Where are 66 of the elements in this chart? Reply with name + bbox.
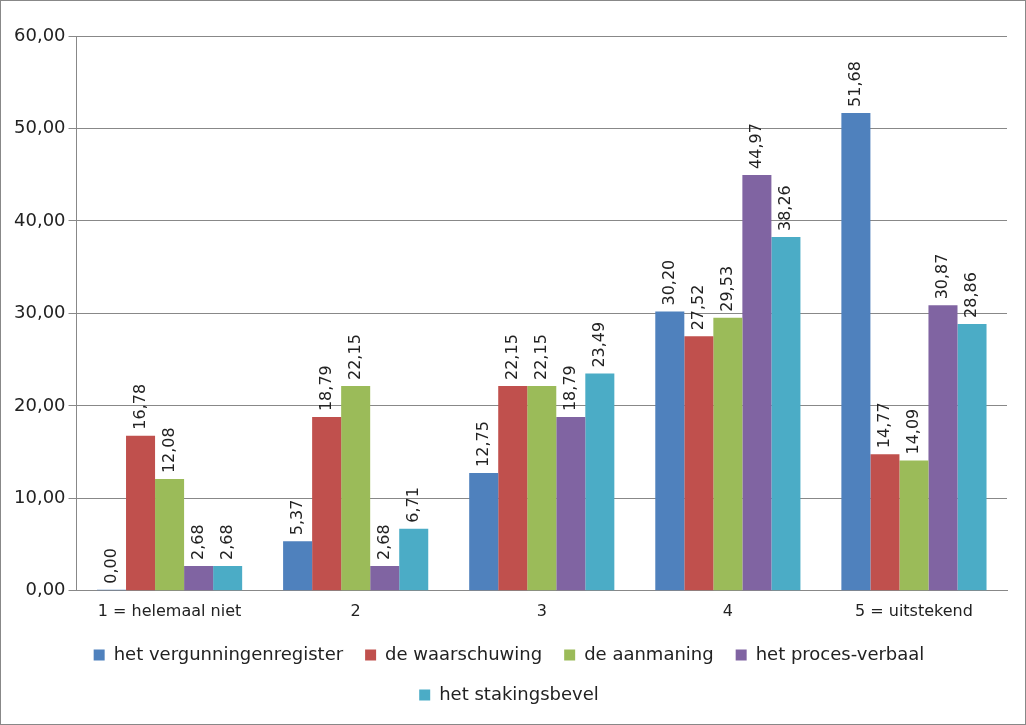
- bar: [527, 385, 557, 591]
- data-label: 30,87: [932, 253, 952, 300]
- data-label: 22,15: [530, 334, 550, 380]
- data-label: 16,78: [129, 383, 149, 430]
- bar: [283, 541, 313, 591]
- bar: [928, 305, 958, 591]
- bar: [341, 385, 371, 591]
- bar: [498, 385, 528, 591]
- data-label: 2,68: [187, 524, 207, 561]
- data-label: 38,26: [775, 185, 795, 232]
- x-tick-label: 1 = helemaal niet: [97, 600, 242, 620]
- x-tick-label: 5 = uitstekend: [855, 600, 973, 620]
- x-tick-label: 2: [350, 600, 361, 620]
- data-label: 30,20: [658, 259, 678, 306]
- data-label: 29,53: [717, 265, 737, 312]
- data-label: 14,77: [874, 402, 894, 449]
- bar: [370, 566, 400, 591]
- bar: [556, 417, 586, 591]
- bar: [184, 566, 214, 591]
- bar: [399, 528, 429, 591]
- bar: [771, 237, 801, 591]
- y-tick-label: 60,00: [14, 23, 66, 45]
- data-label: 28,86: [961, 272, 981, 318]
- legend-label: het proces-verbaal: [755, 642, 925, 664]
- legend-label: het stakingsbevel: [439, 682, 599, 704]
- data-label: 22,15: [344, 334, 364, 380]
- data-label: 6,71: [402, 487, 422, 523]
- y-tick-label: 0,00: [25, 578, 66, 600]
- data-label: 2,68: [216, 524, 236, 561]
- legend-label: de waarschuwing: [385, 642, 543, 664]
- data-label: 0,00: [100, 548, 120, 584]
- data-label: 14,09: [903, 408, 923, 455]
- bar: [742, 174, 772, 591]
- data-label: 12,75: [472, 421, 492, 467]
- bar: [126, 435, 156, 591]
- bar: [899, 460, 929, 591]
- legend-label: het vergunningenregister: [113, 642, 344, 664]
- x-tick-label: 4: [722, 600, 733, 620]
- bar: [469, 472, 499, 591]
- data-label: 51,68: [845, 61, 865, 107]
- bar: [684, 336, 714, 591]
- bar: [713, 317, 743, 591]
- data-label: 5,37: [286, 499, 306, 536]
- data-label: 2,68: [373, 524, 393, 561]
- y-tick-label: 20,00: [14, 393, 66, 415]
- data-label: 12,08: [158, 427, 178, 474]
- bar: [155, 479, 185, 591]
- bar: [957, 323, 987, 591]
- bar: [655, 311, 685, 591]
- data-label: 44,97: [746, 123, 766, 169]
- bar: [213, 566, 243, 591]
- y-tick-label: 10,00: [14, 486, 66, 508]
- data-label: 23,49: [588, 321, 608, 368]
- y-tick-label: 50,00: [14, 116, 66, 138]
- data-label: 27,52: [687, 284, 707, 331]
- data-label: 22,15: [501, 334, 521, 380]
- bar: [585, 373, 615, 591]
- bar: [870, 454, 900, 591]
- y-tick-label: 30,00: [14, 301, 66, 323]
- legend-label: de aanmaning: [584, 642, 714, 664]
- bar: [841, 112, 871, 591]
- data-label: 18,79: [559, 365, 579, 412]
- bar: [312, 417, 342, 591]
- y-tick-label: 40,00: [14, 208, 66, 230]
- x-tick-label: 3: [536, 600, 547, 620]
- data-label: 18,79: [315, 365, 335, 412]
